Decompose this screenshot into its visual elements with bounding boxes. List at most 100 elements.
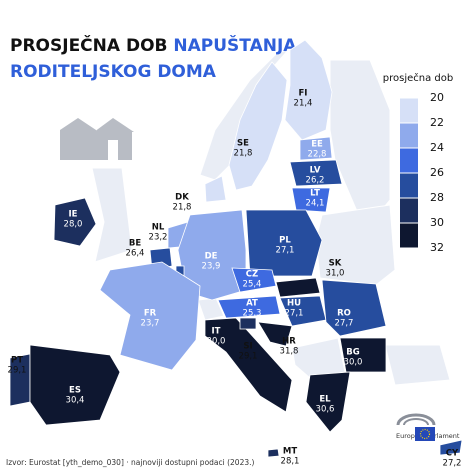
country-code: DK — [175, 193, 189, 203]
legend-swatch — [400, 198, 418, 223]
country-shape — [228, 61, 288, 191]
eu-stars — [419, 428, 431, 440]
country-code: DE — [205, 252, 218, 262]
uk — [91, 167, 133, 263]
country-value: 26,4 — [126, 249, 145, 259]
source: Izvor: Eurostat [yth_demo_030] · najnovi… — [6, 458, 255, 467]
country-shape — [231, 267, 277, 293]
country-code: SK — [329, 259, 342, 269]
country-code: CZ — [246, 270, 258, 280]
country-value: 29,1 — [239, 352, 258, 362]
legend-tick-label: 20 — [430, 91, 444, 104]
country-code: IT — [212, 327, 221, 337]
country-shape — [305, 371, 351, 433]
country-value: 27,2 — [443, 459, 462, 469]
title-blue: NAPUŠTANJA — [173, 34, 297, 56]
country-code: HR — [282, 337, 296, 347]
country-shape — [267, 448, 280, 458]
legend-swatch — [400, 148, 418, 173]
country-value: 31,0 — [326, 269, 345, 279]
logo-arc-inner — [403, 418, 429, 426]
country-value: 30,4 — [66, 396, 85, 406]
country-code: IE — [69, 210, 78, 220]
legend-tick-label: 28 — [430, 191, 444, 204]
regions: FI21,4SE21,8EE22,8LV26,2LT24,1DK21,8IE28… — [8, 39, 463, 469]
country-value: 23,9 — [202, 262, 221, 272]
country-value: 23,2 — [149, 233, 168, 243]
country-shape — [289, 159, 343, 187]
country-value: 31,8 — [280, 347, 299, 357]
country-code: MT — [283, 447, 297, 457]
country-value: 30,0 — [344, 358, 363, 368]
country-value: 30,6 — [316, 405, 335, 415]
country-shape — [204, 175, 227, 203]
country-code: NL — [152, 223, 165, 233]
country-shape — [239, 317, 257, 330]
legend-swatch — [400, 173, 418, 198]
country-code: HU — [287, 299, 301, 309]
country-value: 25,3 — [243, 309, 262, 319]
building-icon — [60, 118, 134, 160]
country-code: PL — [279, 236, 291, 246]
country-value: 28,1 — [281, 457, 300, 467]
country-shape — [245, 209, 323, 277]
legend-tick-label: 24 — [430, 141, 444, 154]
country-code: AT — [246, 299, 258, 309]
country-code: EL — [319, 395, 331, 405]
roof — [94, 118, 134, 132]
legend-swatch — [400, 123, 418, 148]
non-eu-land — [91, 47, 451, 386]
country-value: 23,7 — [141, 319, 160, 329]
country-code: LV — [310, 166, 321, 176]
country-value: 21,8 — [173, 203, 192, 213]
country-shape — [217, 295, 281, 319]
country-shape — [29, 344, 121, 426]
logo-arc — [396, 413, 436, 426]
country-value: 27,1 — [285, 309, 304, 319]
country-shape — [275, 277, 321, 298]
country-shape — [439, 439, 463, 456]
country-code: ES — [69, 386, 81, 396]
country-value: 30,0 — [207, 337, 226, 347]
country-value: 21,8 — [234, 149, 253, 159]
country-value: 27,7 — [335, 319, 354, 329]
door — [108, 140, 118, 160]
country-shape — [339, 337, 387, 373]
title-line-2: RODITELJSKOG DOMA — [10, 62, 217, 82]
country-code: PT — [11, 356, 23, 366]
country-code: CY — [446, 449, 459, 459]
legend-tick-label: 30 — [430, 216, 444, 229]
logo: Europski parlament — [396, 413, 460, 441]
country-code: BG — [346, 348, 359, 358]
legend-title: prosječna dob — [383, 72, 453, 84]
country-code: SI — [243, 342, 252, 352]
legend-tick-label: 32 — [430, 241, 444, 254]
country-shape — [99, 261, 201, 371]
country-shape — [284, 39, 333, 141]
house-shape — [60, 118, 96, 160]
country-value: 24,1 — [306, 199, 325, 209]
country-value: 22,8 — [308, 150, 327, 160]
country-value: 29,1 — [8, 366, 27, 376]
legend: 20 22 24 26 28 30 32 — [400, 91, 444, 254]
title-black: PROSJEČNA DOB — [10, 34, 167, 56]
country-shape — [299, 136, 333, 161]
country-value: 27,1 — [276, 246, 295, 256]
country-shape — [291, 187, 331, 213]
country-code: FI — [299, 89, 308, 99]
legend-swatch — [400, 98, 418, 123]
legend-swatch — [400, 223, 418, 248]
legend-tick-label: 22 — [430, 116, 444, 129]
country-value: 25,4 — [243, 280, 262, 290]
eu-flag — [415, 427, 435, 441]
country-shape — [321, 279, 387, 337]
country-code: RO — [337, 309, 351, 319]
country-code: BE — [129, 239, 141, 249]
country-shape — [257, 321, 293, 347]
country-code: LT — [310, 189, 320, 199]
country-shape — [177, 209, 247, 301]
title: PROSJEČNA DOB NAPUŠTANJA — [10, 34, 297, 56]
country-code: EE — [311, 140, 323, 150]
country-value: 26,2 — [306, 176, 325, 186]
